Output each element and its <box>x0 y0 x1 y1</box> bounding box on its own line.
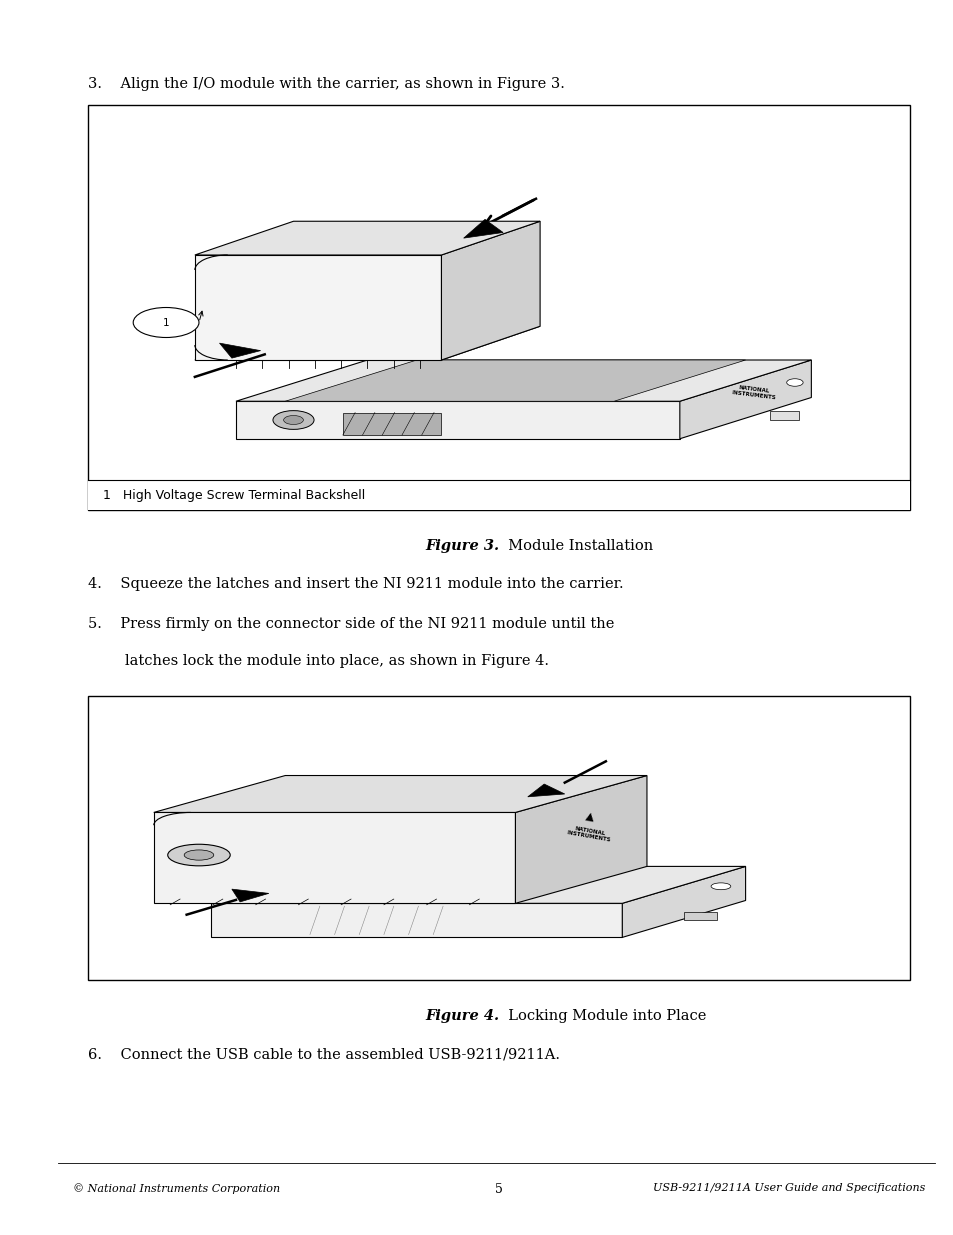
Polygon shape <box>153 813 515 903</box>
Circle shape <box>168 845 230 866</box>
Text: 5: 5 <box>495 1183 502 1195</box>
Polygon shape <box>194 326 539 359</box>
Polygon shape <box>211 903 621 937</box>
Text: NATIONAL
INSTRUMENTS: NATIONAL INSTRUMENTS <box>730 384 776 400</box>
Text: 5.    Press firmly on the connector side of the NI 9211 module until the: 5. Press firmly on the connector side of… <box>88 618 614 631</box>
Text: Locking Module into Place: Locking Module into Place <box>498 1009 705 1023</box>
Text: Figure 4.: Figure 4. <box>424 1009 498 1023</box>
Polygon shape <box>441 221 539 359</box>
Text: NATIONAL
INSTRUMENTS: NATIONAL INSTRUMENTS <box>566 825 612 844</box>
Bar <box>88 697 909 981</box>
Text: 6.    Connect the USB cable to the assembled USB-9211/9211A.: 6. Connect the USB cable to the assemble… <box>88 1047 559 1061</box>
Polygon shape <box>285 359 745 401</box>
Polygon shape <box>235 359 810 401</box>
Text: USB-9211/9211A User Guide and Specifications: USB-9211/9211A User Guide and Specificat… <box>652 1183 924 1193</box>
Polygon shape <box>679 359 810 438</box>
Polygon shape <box>211 867 745 903</box>
Polygon shape <box>219 343 260 358</box>
Circle shape <box>133 308 199 337</box>
Polygon shape <box>463 220 502 238</box>
Circle shape <box>786 379 802 387</box>
Bar <box>769 410 799 420</box>
Text: Figure 3.: Figure 3. <box>424 538 498 553</box>
Text: 4.    Squeeze the latches and insert the NI 9211 module into the carrier.: 4. Squeeze the latches and insert the NI… <box>88 577 623 592</box>
Bar <box>88 480 909 510</box>
Polygon shape <box>232 889 269 902</box>
Circle shape <box>184 850 213 860</box>
Text: 1: 1 <box>163 317 170 327</box>
Text: ▲: ▲ <box>584 811 594 823</box>
Polygon shape <box>515 776 646 903</box>
Bar <box>88 105 909 510</box>
Bar <box>683 911 716 920</box>
Polygon shape <box>621 867 745 937</box>
Polygon shape <box>235 401 679 438</box>
Text: 3.    Align the I/O module with the carrier, as shown in Figure 3.: 3. Align the I/O module with the carrier… <box>88 77 564 91</box>
Polygon shape <box>153 776 646 813</box>
Circle shape <box>283 415 303 425</box>
Polygon shape <box>194 221 539 254</box>
Text: © National Instruments Corporation: © National Instruments Corporation <box>73 1183 280 1194</box>
Text: 1   High Voltage Screw Terminal Backshell: 1 High Voltage Screw Terminal Backshell <box>103 489 365 501</box>
Text: Module Installation: Module Installation <box>498 538 653 553</box>
Polygon shape <box>527 784 564 797</box>
Circle shape <box>273 410 314 430</box>
Bar <box>342 412 441 435</box>
Text: latches lock the module into place, as shown in Figure 4.: latches lock the module into place, as s… <box>88 655 548 668</box>
Circle shape <box>710 883 730 889</box>
Polygon shape <box>194 254 441 359</box>
